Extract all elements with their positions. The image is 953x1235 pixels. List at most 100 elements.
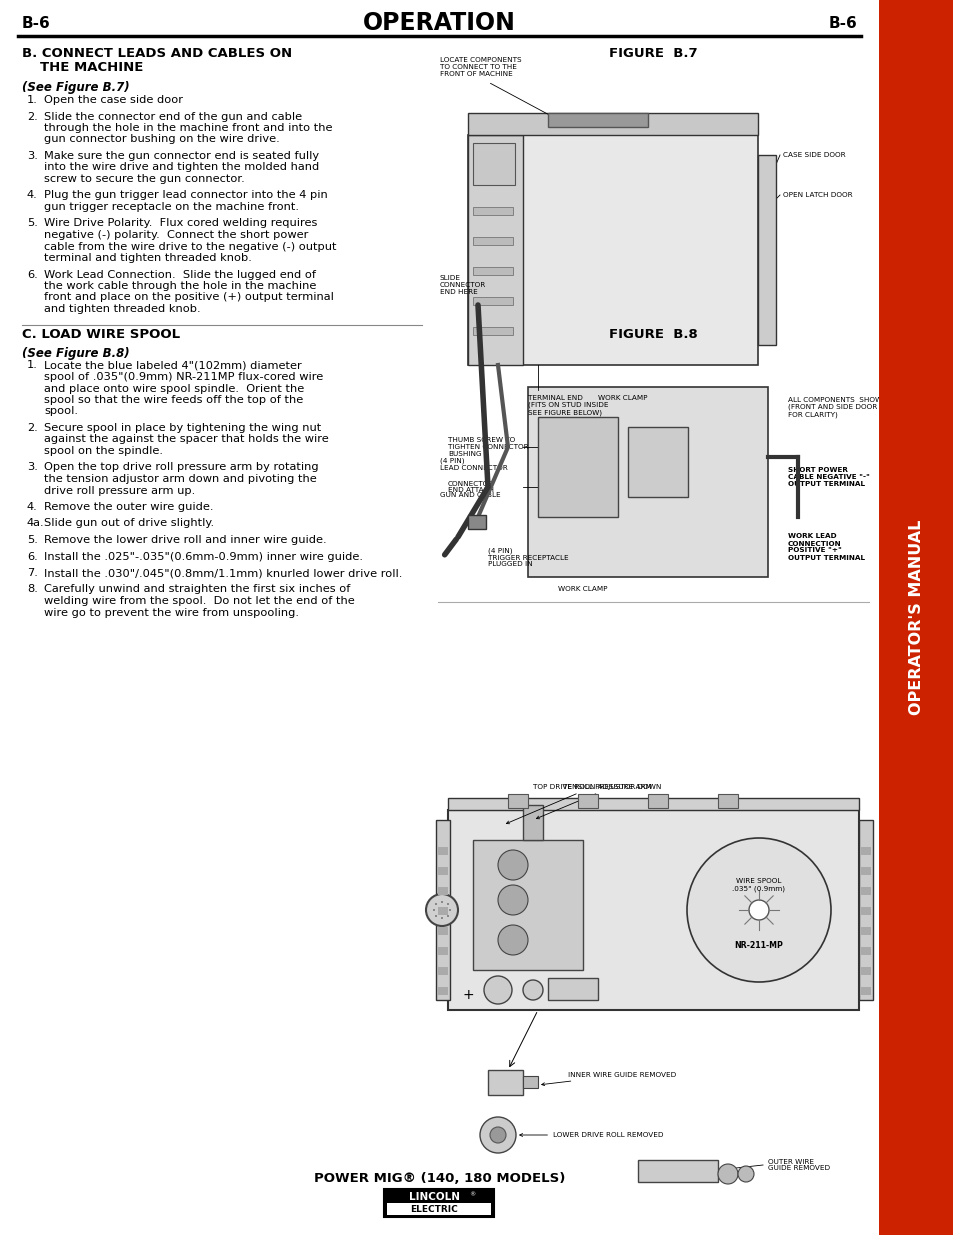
Bar bbox=[448, 798, 858, 810]
Bar bbox=[861, 967, 870, 974]
Bar bbox=[858, 820, 872, 1000]
Bar bbox=[861, 906, 870, 915]
Text: TOP DRIVE ROLL PRESSURE ARM: TOP DRIVE ROLL PRESSURE ARM bbox=[506, 784, 651, 824]
Text: Open the top drive roll pressure arm by rotating: Open the top drive roll pressure arm by … bbox=[44, 462, 318, 473]
Bar bbox=[435, 903, 436, 905]
Bar bbox=[468, 135, 522, 366]
Bar bbox=[861, 927, 870, 935]
Text: GUN AND CABLE: GUN AND CABLE bbox=[439, 492, 500, 498]
Text: the tension adjustor arm down and pivoting the: the tension adjustor arm down and pivoti… bbox=[44, 474, 316, 484]
Text: 4.: 4. bbox=[27, 501, 38, 513]
Text: drive roll pressure arm up.: drive roll pressure arm up. bbox=[44, 485, 195, 495]
Text: spool on the spindle.: spool on the spindle. bbox=[44, 446, 163, 456]
Bar bbox=[488, 1070, 522, 1095]
Circle shape bbox=[490, 1128, 505, 1144]
Text: Work Lead Connection.  Slide the lugged end of: Work Lead Connection. Slide the lugged e… bbox=[44, 269, 315, 279]
Text: 3.: 3. bbox=[27, 462, 38, 473]
Text: Make sure the gun connector end is seated fully: Make sure the gun connector end is seate… bbox=[44, 151, 319, 161]
Bar bbox=[578, 794, 598, 808]
Bar bbox=[437, 987, 448, 995]
Bar bbox=[861, 987, 870, 995]
Bar bbox=[433, 909, 435, 911]
Circle shape bbox=[483, 976, 512, 1004]
Text: cable from the wire drive to the negative (-) output: cable from the wire drive to the negativ… bbox=[44, 242, 336, 252]
Text: B-6: B-6 bbox=[827, 16, 856, 31]
Text: 1.: 1. bbox=[27, 361, 38, 370]
Text: the work cable through the hole in the machine: the work cable through the hole in the m… bbox=[44, 282, 316, 291]
Bar bbox=[384, 1189, 494, 1216]
Text: Remove the outer wire guide.: Remove the outer wire guide. bbox=[44, 501, 213, 513]
Text: THUMB SCREW TO
TIGHTEN CONNECTOR
BUSHING: THUMB SCREW TO TIGHTEN CONNECTOR BUSHING bbox=[448, 437, 528, 457]
Bar bbox=[547, 978, 598, 1000]
Text: 2.: 2. bbox=[27, 111, 38, 121]
Bar bbox=[473, 207, 513, 215]
Bar bbox=[627, 427, 687, 496]
Text: front and place on the positive (+) output terminal: front and place on the positive (+) outp… bbox=[44, 293, 334, 303]
Bar bbox=[861, 887, 870, 895]
Circle shape bbox=[686, 839, 830, 982]
Text: FIGURE  B.8: FIGURE B.8 bbox=[608, 329, 698, 342]
Text: spool.: spool. bbox=[44, 406, 78, 416]
Text: Slide the connector end of the gun and cable: Slide the connector end of the gun and c… bbox=[44, 111, 302, 121]
Text: 2.: 2. bbox=[27, 424, 38, 433]
Bar bbox=[437, 887, 448, 895]
Bar bbox=[861, 847, 870, 855]
Circle shape bbox=[748, 900, 768, 920]
Bar bbox=[522, 805, 542, 840]
Bar bbox=[647, 794, 667, 808]
Text: WORK CLAMP: WORK CLAMP bbox=[558, 585, 607, 592]
Bar bbox=[718, 794, 738, 808]
Bar bbox=[449, 909, 451, 911]
Text: Wire Drive Polarity.  Flux cored welding requires: Wire Drive Polarity. Flux cored welding … bbox=[44, 219, 317, 228]
Text: NR-211-MP: NR-211-MP bbox=[734, 941, 782, 950]
Text: 4.: 4. bbox=[27, 190, 38, 200]
Text: Plug the gun trigger lead connector into the 4 pin: Plug the gun trigger lead connector into… bbox=[44, 190, 328, 200]
Bar bbox=[473, 296, 513, 305]
Bar bbox=[446, 903, 448, 905]
Text: LINCOLN: LINCOLN bbox=[409, 1193, 459, 1203]
Text: WORK CLAMP: WORK CLAMP bbox=[598, 395, 647, 401]
Text: Install the .025"-.035"(0.6mm-0.9mm) inner wire guide.: Install the .025"-.035"(0.6mm-0.9mm) inn… bbox=[44, 552, 363, 562]
Bar bbox=[435, 915, 436, 916]
Text: Slide gun out of drive slightly.: Slide gun out of drive slightly. bbox=[44, 519, 213, 529]
Bar bbox=[437, 967, 448, 974]
Bar bbox=[448, 810, 858, 1010]
Bar bbox=[440, 918, 442, 919]
Text: into the wire drive and tighten the molded hand: into the wire drive and tighten the mold… bbox=[44, 163, 319, 173]
Bar bbox=[507, 794, 527, 808]
Circle shape bbox=[497, 885, 527, 915]
Bar bbox=[437, 847, 448, 855]
Text: OPERATOR'S MANUAL: OPERATOR'S MANUAL bbox=[908, 520, 923, 715]
Bar bbox=[446, 915, 448, 916]
Bar bbox=[758, 156, 775, 345]
Circle shape bbox=[522, 981, 542, 1000]
Bar bbox=[437, 867, 448, 876]
Text: ELECTRIC: ELECTRIC bbox=[410, 1204, 457, 1214]
Text: +: + bbox=[461, 988, 474, 1002]
Text: WORK LEAD
CONNECTION
POSITIVE "+"
OUTPUT TERMINAL: WORK LEAD CONNECTION POSITIVE "+" OUTPUT… bbox=[787, 534, 864, 561]
Circle shape bbox=[738, 1166, 753, 1182]
Text: Remove the lower drive roll and inner wire guide.: Remove the lower drive roll and inner wi… bbox=[44, 535, 326, 545]
Text: 8.: 8. bbox=[27, 584, 38, 594]
Bar bbox=[387, 1203, 491, 1215]
Text: screw to secure the gun connector.: screw to secure the gun connector. bbox=[44, 174, 245, 184]
Bar bbox=[473, 143, 515, 185]
Text: Carefully unwind and straighten the first six inches of: Carefully unwind and straighten the firs… bbox=[44, 584, 350, 594]
Text: spool of .035"(0.9mm) NR-211MP flux-cored wire: spool of .035"(0.9mm) NR-211MP flux-core… bbox=[44, 372, 323, 382]
Text: terminal and tighten threaded knob.: terminal and tighten threaded knob. bbox=[44, 253, 252, 263]
Text: 7.: 7. bbox=[27, 568, 38, 578]
Text: (See Figure B.7): (See Figure B.7) bbox=[22, 82, 130, 94]
Text: gun trigger receptacle on the machine front.: gun trigger receptacle on the machine fr… bbox=[44, 203, 298, 212]
Bar bbox=[440, 902, 442, 903]
Bar bbox=[473, 237, 513, 245]
Text: through the hole in the machine front and into the: through the hole in the machine front an… bbox=[44, 124, 333, 133]
Bar bbox=[547, 112, 647, 127]
Text: 6.: 6. bbox=[27, 269, 38, 279]
Text: TENSION ADJUSTOR DOWN: TENSION ADJUSTOR DOWN bbox=[536, 784, 660, 819]
Text: 3.: 3. bbox=[27, 151, 38, 161]
Text: 6.: 6. bbox=[27, 552, 38, 562]
Text: Secure spool in place by tightening the wing nut: Secure spool in place by tightening the … bbox=[44, 424, 321, 433]
Bar bbox=[473, 327, 513, 335]
Text: and tighten threaded knob.: and tighten threaded knob. bbox=[44, 304, 200, 314]
Text: OPEN LATCH DOOR: OPEN LATCH DOOR bbox=[782, 191, 852, 198]
